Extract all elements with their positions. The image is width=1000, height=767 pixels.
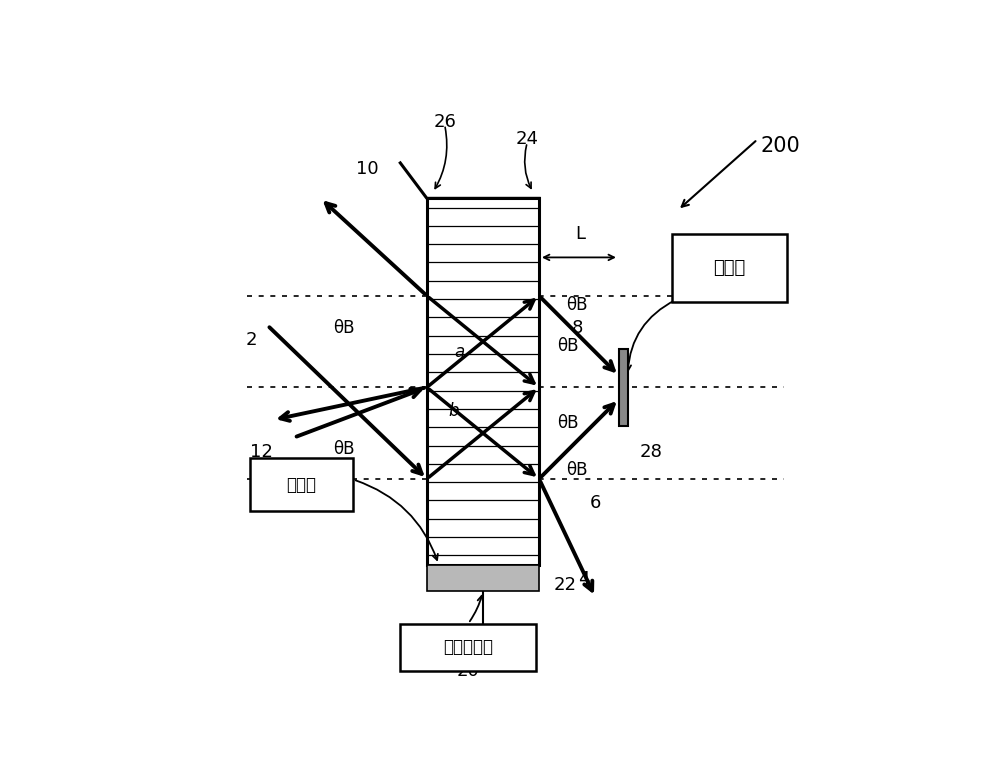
Text: θB: θB	[333, 319, 355, 337]
Bar	[427, 199, 539, 565]
Text: 换能器: 换能器	[286, 476, 316, 494]
Text: θB: θB	[557, 337, 578, 355]
Text: 12: 12	[250, 443, 273, 461]
Bar	[400, 624, 536, 671]
Text: θB: θB	[333, 440, 355, 459]
Text: 射频信号源: 射频信号源	[443, 638, 493, 657]
Bar	[619, 349, 628, 426]
Text: 26: 26	[433, 113, 456, 130]
Text: 6: 6	[589, 493, 601, 512]
Text: a: a	[454, 343, 464, 361]
Bar	[427, 565, 539, 591]
Text: 200: 200	[761, 137, 800, 156]
Bar	[672, 234, 787, 301]
Text: 2: 2	[246, 331, 257, 349]
Text: 8: 8	[572, 319, 583, 337]
Text: 28: 28	[639, 443, 662, 461]
Text: 22: 22	[554, 576, 577, 594]
Text: θB: θB	[557, 413, 578, 432]
Text: θB: θB	[566, 461, 587, 479]
Bar	[250, 458, 353, 512]
Text: 10: 10	[356, 160, 379, 178]
Text: θB: θB	[566, 295, 587, 314]
Text: 20: 20	[457, 662, 480, 680]
Text: 24: 24	[516, 130, 539, 149]
Text: L: L	[575, 225, 585, 242]
Text: 反射镜: 反射镜	[713, 258, 746, 277]
Text: 4: 4	[578, 571, 589, 588]
Text: b: b	[448, 402, 459, 420]
